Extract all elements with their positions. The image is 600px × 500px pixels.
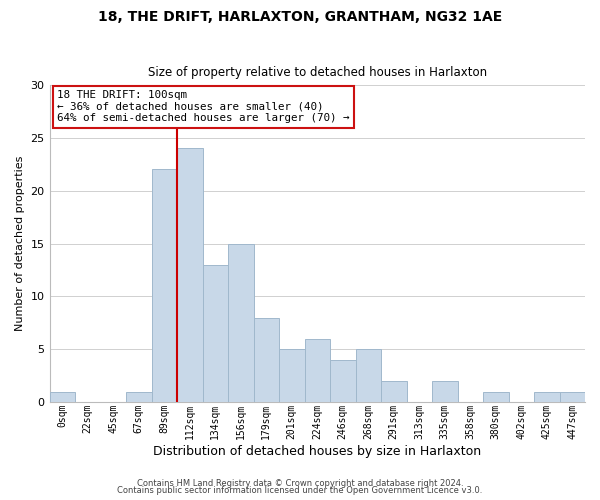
Bar <box>560 392 585 402</box>
Bar <box>483 392 509 402</box>
Bar <box>228 244 254 402</box>
Bar <box>126 392 152 402</box>
Bar <box>330 360 356 403</box>
Bar <box>534 392 560 402</box>
Y-axis label: Number of detached properties: Number of detached properties <box>15 156 25 332</box>
Bar <box>381 381 407 402</box>
Bar <box>305 339 330 402</box>
Bar <box>432 381 458 402</box>
Title: Size of property relative to detached houses in Harlaxton: Size of property relative to detached ho… <box>148 66 487 80</box>
Bar <box>50 392 75 402</box>
Bar <box>177 148 203 402</box>
Bar <box>152 170 177 402</box>
Text: 18, THE DRIFT, HARLAXTON, GRANTHAM, NG32 1AE: 18, THE DRIFT, HARLAXTON, GRANTHAM, NG32… <box>98 10 502 24</box>
Bar <box>279 350 305 403</box>
Bar <box>356 350 381 403</box>
Bar <box>203 264 228 402</box>
Text: Contains public sector information licensed under the Open Government Licence v3: Contains public sector information licen… <box>118 486 482 495</box>
X-axis label: Distribution of detached houses by size in Harlaxton: Distribution of detached houses by size … <box>153 444 481 458</box>
Bar <box>254 318 279 402</box>
Text: Contains HM Land Registry data © Crown copyright and database right 2024.: Contains HM Land Registry data © Crown c… <box>137 478 463 488</box>
Text: 18 THE DRIFT: 100sqm
← 36% of detached houses are smaller (40)
64% of semi-detac: 18 THE DRIFT: 100sqm ← 36% of detached h… <box>57 90 350 124</box>
